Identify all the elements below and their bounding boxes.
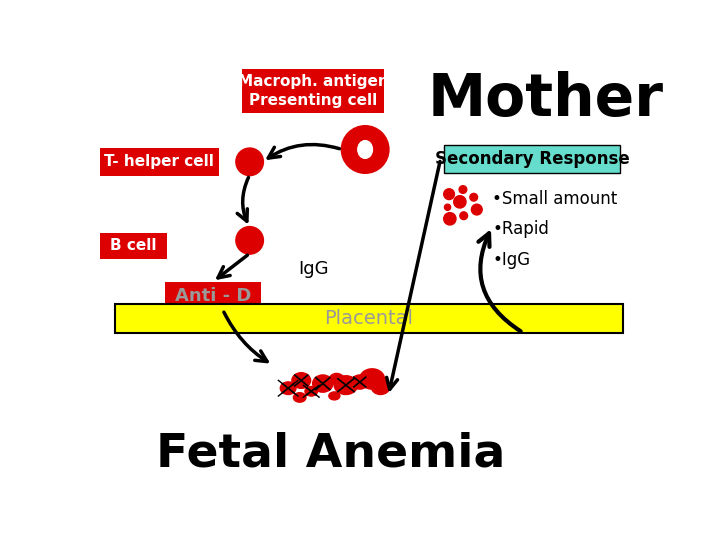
Ellipse shape [312, 375, 333, 392]
Text: T- helper cell: T- helper cell [104, 154, 214, 170]
Circle shape [237, 148, 263, 175]
Ellipse shape [372, 379, 390, 394]
Circle shape [444, 204, 451, 210]
Text: IgG: IgG [298, 260, 328, 278]
Ellipse shape [359, 141, 372, 158]
Circle shape [460, 212, 467, 220]
Text: Mother: Mother [428, 71, 664, 128]
Ellipse shape [330, 374, 343, 384]
Circle shape [470, 193, 477, 201]
Bar [115, 303, 623, 333]
Ellipse shape [334, 376, 357, 394]
Text: Macroph. antigen
Presenting cell: Macroph. antigen Presenting cell [238, 73, 389, 109]
Text: B cell: B cell [110, 238, 157, 253]
Text: Placental: Placental [325, 309, 413, 328]
Ellipse shape [351, 375, 368, 389]
Circle shape [444, 213, 456, 225]
Circle shape [444, 189, 454, 200]
Ellipse shape [281, 382, 296, 394]
Ellipse shape [292, 373, 310, 388]
Bar [242, 69, 384, 113]
Text: •Small amount
•Rapid
•IgG: •Small amount •Rapid •IgG [492, 190, 618, 269]
Ellipse shape [305, 387, 318, 396]
Bar [444, 145, 620, 173]
Text: Secondary Response: Secondary Response [435, 150, 629, 168]
Bar [99, 233, 167, 259]
Circle shape [237, 227, 263, 253]
Ellipse shape [329, 392, 340, 400]
Bar [165, 282, 261, 309]
Ellipse shape [360, 369, 384, 389]
Circle shape [459, 186, 467, 193]
Circle shape [472, 204, 482, 215]
Circle shape [454, 195, 466, 208]
Ellipse shape [294, 393, 306, 402]
Bar [99, 148, 219, 176]
Circle shape [342, 126, 388, 173]
Text: Anti - D: Anti - D [175, 287, 251, 305]
Text: Fetal Anemia: Fetal Anemia [156, 431, 505, 476]
